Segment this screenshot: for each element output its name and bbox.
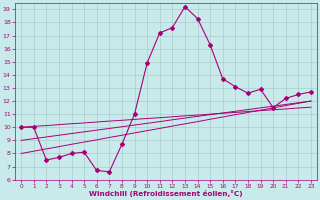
X-axis label: Windchill (Refroidissement éolien,°C): Windchill (Refroidissement éolien,°C) bbox=[89, 190, 243, 197]
